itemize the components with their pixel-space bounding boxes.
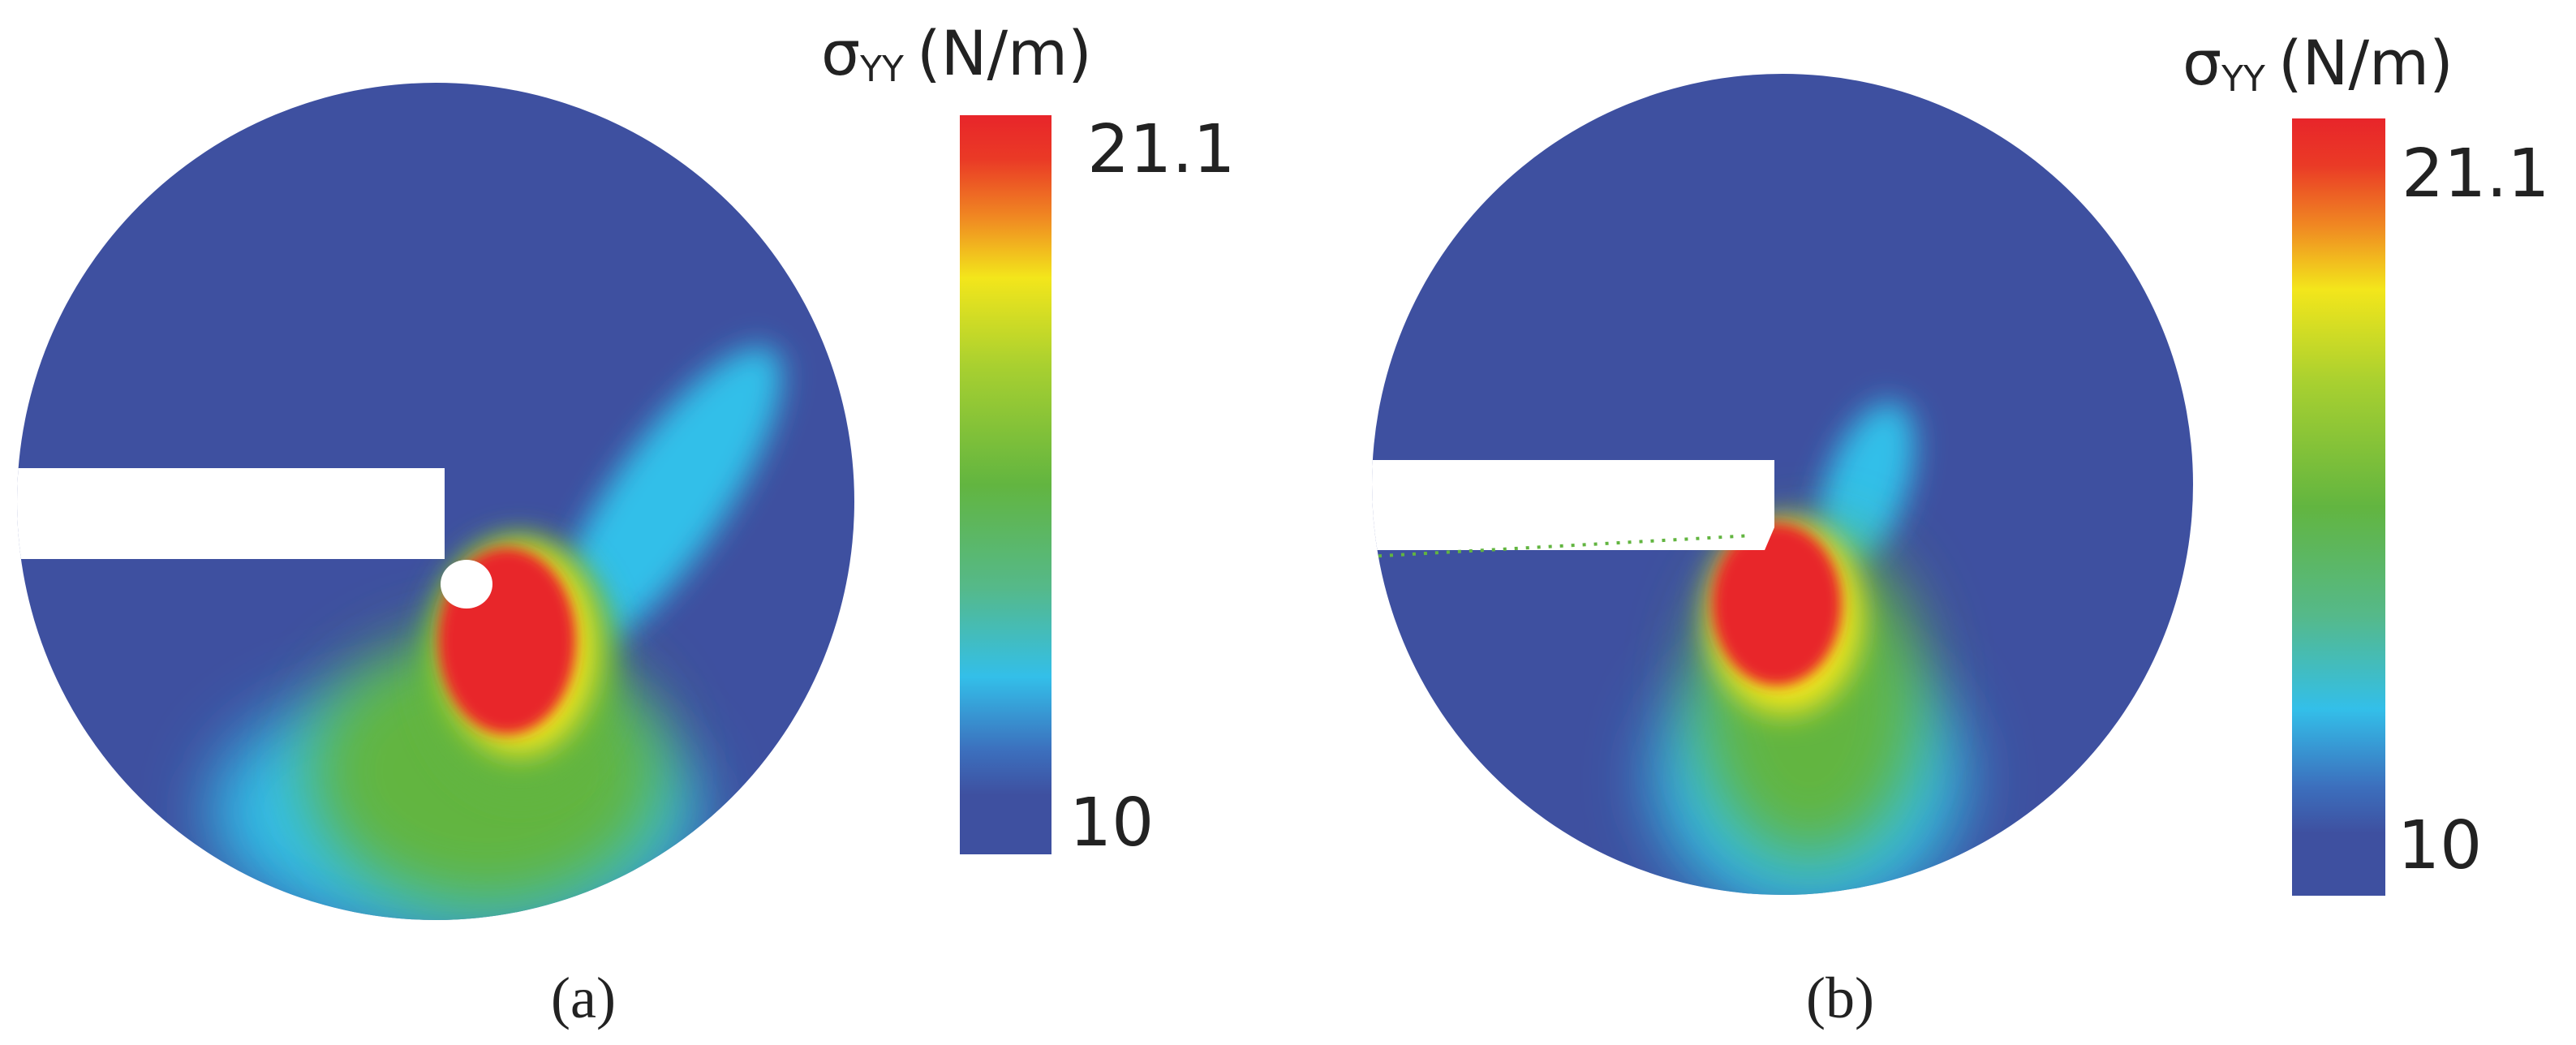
- panel-label: (a): [551, 965, 616, 1030]
- colorbar-max: 21.1: [1087, 111, 1236, 188]
- colorbar: [2292, 118, 2385, 896]
- contour-b: [1372, 74, 2193, 895]
- panel-label: (b): [1806, 965, 1874, 1030]
- colorbar-max: 21.1: [2402, 135, 2550, 213]
- colorbar-min: 10: [1069, 785, 1154, 862]
- contour-a: [17, 83, 854, 920]
- colorbar-title: σYY (N/m): [821, 17, 1092, 90]
- colorbar-min: 10: [2398, 807, 2482, 884]
- colorbar: [960, 115, 1051, 854]
- colorbar-title: σYY (N/m): [2183, 27, 2453, 100]
